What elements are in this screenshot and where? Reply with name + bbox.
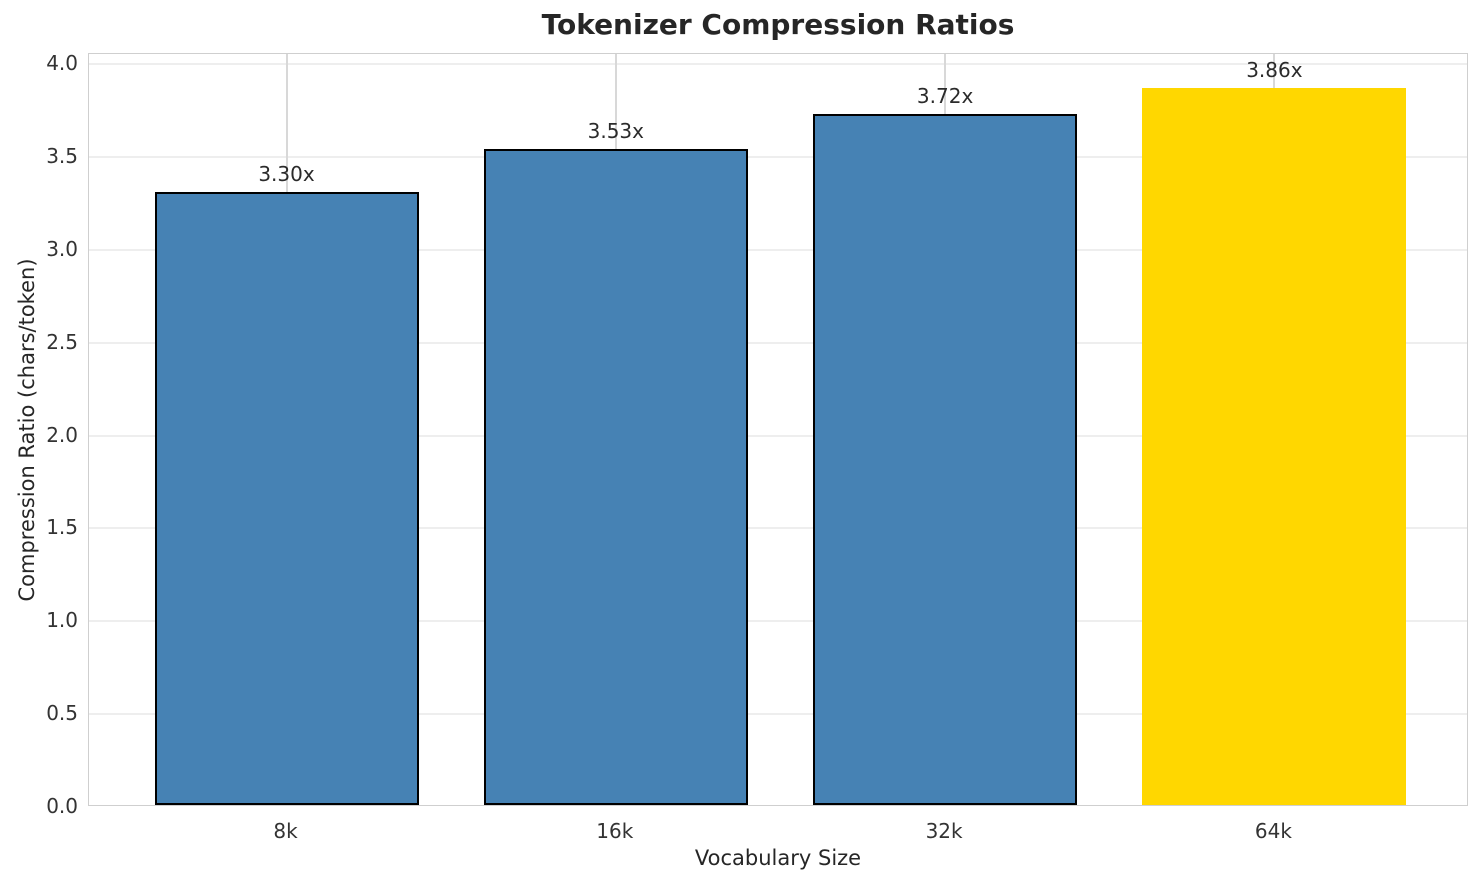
x-axis-label: Vocabulary Size: [694, 846, 862, 870]
gridline-horizontal: [89, 248, 1467, 251]
y-tick-label: 0.5: [46, 701, 78, 726]
bar-value-label: 3.30x: [258, 162, 315, 187]
y-tick-label: 2.0: [46, 422, 78, 447]
gridline-horizontal: [89, 155, 1467, 158]
y-tick-label: 3.0: [46, 236, 78, 261]
bar-8k: [154, 192, 419, 805]
bar-64k: [1142, 88, 1407, 805]
x-tick-label: 16k: [596, 819, 634, 843]
y-tick-label: 0.0: [46, 794, 78, 818]
bar-16k: [483, 149, 748, 805]
gridline-horizontal: [89, 527, 1467, 530]
gridline-horizontal: [89, 620, 1467, 623]
y-axis-label: Compression Ratio (chars/token): [15, 258, 39, 602]
gridline-horizontal: [89, 434, 1467, 437]
y-tick-label: 1.0: [46, 608, 78, 633]
gridline-horizontal: [89, 63, 1467, 65]
plot-area: 3.30x 3.53x 3.72x 3.86x: [88, 53, 1468, 806]
x-tick-label: 64k: [1254, 819, 1292, 843]
y-tick-label: 1.5: [46, 515, 78, 540]
bar-value-label: 3.53x: [587, 119, 644, 144]
gridline-horizontal: [89, 713, 1467, 716]
y-tick-label: 3.5: [46, 143, 78, 168]
chart-title: Tokenizer Compression Ratios: [541, 8, 1015, 41]
bar-value-label: 3.86x: [1246, 58, 1303, 83]
x-tick-label: 8k: [273, 819, 298, 843]
bar-value-label: 3.72x: [916, 84, 974, 109]
gridline-horizontal: [89, 341, 1467, 344]
x-tick-label: 32k: [925, 819, 963, 843]
y-tick-label: 2.5: [46, 329, 78, 354]
bar-32k: [813, 114, 1078, 805]
y-tick-label: 4.0: [46, 51, 78, 75]
